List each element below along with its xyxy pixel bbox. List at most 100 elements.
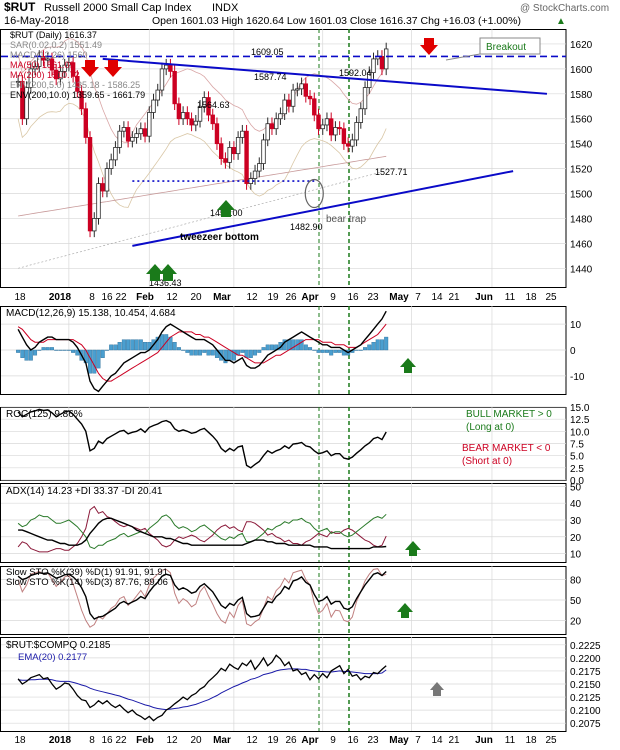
candle-body [142, 128, 148, 137]
candle-body [273, 118, 279, 130]
price-tick-label: 1480 [570, 214, 593, 225]
date-axis-label: 23 [367, 735, 379, 746]
macd-histogram-bar [20, 349, 25, 358]
candle-body [206, 97, 211, 116]
candle-body [282, 99, 287, 115]
plus-di-line [17, 513, 387, 550]
stochastic-label-1: Slow STO %K(39) %D(1) 91.91, 91.91 [6, 567, 168, 578]
stochastic-slow-line [17, 570, 387, 620]
candle-body [379, 56, 385, 70]
candle-body [320, 124, 325, 130]
macd-histogram-bar [71, 349, 76, 353]
price-tick-label: 1580 [570, 90, 593, 101]
date-axis-label: Apr [301, 292, 318, 303]
price-legend-entry: MA(200) 1510.72 [10, 70, 80, 80]
macd-signal-line [17, 323, 387, 382]
macd-histogram-bar [33, 349, 38, 356]
macd-histogram-bar [16, 349, 21, 353]
exchange-label: INDX [212, 2, 239, 14]
price-tick-label: 1620 [570, 40, 593, 51]
red-down-arrow-icon [420, 38, 438, 55]
macd-histogram-bar [291, 339, 296, 351]
candle-body [299, 83, 304, 90]
candle-body [28, 68, 34, 88]
stochastic-label-2: Slow STO %K(14) %D(3) 87.76, 89.06 [6, 577, 168, 588]
price-annotation: 1587.74 [254, 72, 287, 82]
date-axis-label: 16 [101, 735, 113, 746]
macd-histogram-bar [134, 339, 139, 351]
candle-body [189, 118, 194, 126]
candle-body [176, 103, 182, 120]
candle-body [49, 58, 55, 71]
candle-body [240, 130, 245, 138]
date-axis-label: Jun [475, 735, 493, 746]
candle-body [70, 62, 76, 77]
date-axis-label: Apr [301, 735, 318, 746]
macd-histogram-bar [257, 349, 262, 353]
macd-histogram-bar [66, 349, 71, 351]
candle-body [248, 178, 254, 184]
date-axis-label: 7 [415, 292, 421, 303]
candle-body [218, 143, 224, 160]
candle-body [87, 137, 93, 232]
date-axis-label: 11 [505, 292, 516, 303]
macd-histogram-bar [303, 344, 308, 351]
macd-histogram-bar [371, 342, 376, 351]
index-name: Russell 2000 Small Cap Index [44, 2, 192, 14]
macd-tick-label: 10 [570, 320, 582, 331]
date-axis-label: 12 [166, 292, 178, 303]
date-axis-label: 14 [431, 292, 443, 303]
candle-body [147, 112, 152, 137]
macd-histogram-bar [312, 349, 317, 351]
candle-body [316, 114, 321, 130]
price-tick-label: 1440 [570, 264, 593, 275]
green-up-arrow-icon [400, 358, 416, 373]
macd-histogram-bar [358, 349, 363, 351]
macd-histogram-bar [172, 342, 177, 351]
candle-body [214, 123, 220, 145]
roc-tick-label: 12.5 [570, 415, 590, 426]
date-axis-label: 12 [246, 292, 258, 303]
green-up-arrow-icon [159, 264, 177, 281]
date-axis-label: 19 [267, 735, 279, 746]
macd-histogram-bar [379, 339, 384, 351]
date-axis-label: 20 [190, 292, 202, 303]
candle-body [130, 137, 135, 142]
price-tick-label: 1600 [570, 65, 593, 76]
macd-histogram-bar [308, 347, 313, 351]
macd-histogram-bar [193, 349, 198, 356]
macd-histogram-bar [185, 349, 190, 353]
candle-body [341, 128, 347, 145]
candle-body [193, 120, 199, 126]
green-up-arrow-icon [217, 200, 235, 217]
candle-body [197, 105, 203, 122]
price-tick-label: 1460 [570, 239, 593, 250]
price-tick-label: 1500 [570, 190, 593, 201]
bull-market-note: (Long at 0) [466, 422, 514, 433]
date-axis-label: 25 [545, 735, 557, 746]
macd-histogram-bar [210, 349, 215, 356]
date-axis-label: 22 [115, 292, 127, 303]
candle-body [244, 130, 249, 184]
green-up-arrow-icon [146, 264, 164, 281]
date-axis-label: 26 [285, 735, 297, 746]
candle-body [278, 113, 283, 120]
date-axis-label: 18 [14, 292, 26, 303]
candle-body [24, 87, 29, 120]
ratio-tick-label: 0.2225 [570, 641, 601, 652]
macd-tick-label: -10 [570, 372, 585, 383]
price-annotation: 1564.63 [197, 100, 230, 110]
macd-histogram-bar [384, 336, 389, 351]
candle-body [269, 123, 275, 130]
candle-body [324, 118, 330, 126]
macd-histogram-bar [206, 349, 211, 356]
date-axis-label: Mar [213, 292, 231, 303]
macd-histogram-bar [324, 349, 329, 353]
candle-body [350, 139, 355, 147]
price-legend-entry: ENV(200,10.0) 1359.65 - 1661.79 [10, 90, 145, 100]
downtrend-line [102, 57, 548, 95]
macd-histogram-bar [181, 349, 186, 351]
macd-histogram-bar [45, 347, 50, 351]
macd-histogram-bar [261, 347, 266, 351]
macd-histogram-bar [253, 349, 258, 356]
